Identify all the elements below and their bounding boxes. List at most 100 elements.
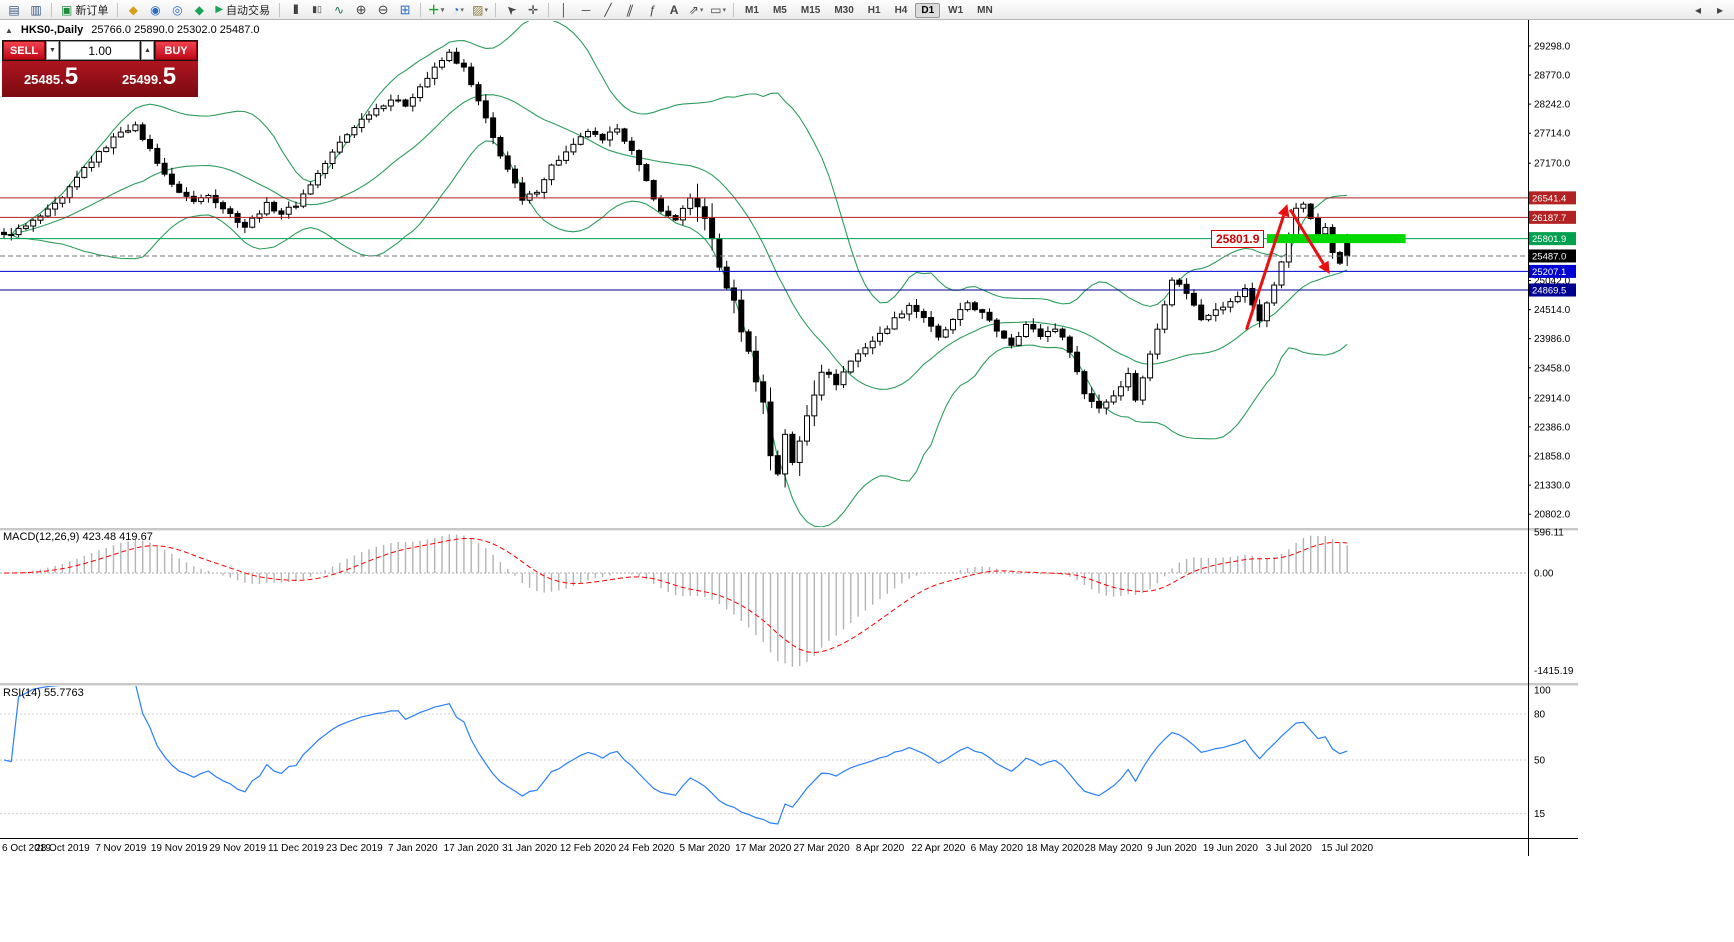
svg-text:29298.0: 29298.0 bbox=[1534, 41, 1571, 52]
data-window-icon[interactable]: ◉ bbox=[150, 2, 161, 17]
svg-text:22 Apr 2020: 22 Apr 2020 bbox=[911, 843, 965, 854]
timeframe-group: M1 M5 M15 M30 H1 H4 D1 W1 MN bbox=[738, 2, 1000, 18]
svg-text:18 May 2020: 18 May 2020 bbox=[1026, 843, 1084, 854]
chart-header: ▲ HKS0-,Daily 25766.0 25890.0 25302.0 25… bbox=[5, 24, 260, 36]
rsi-indicator-label: RSI(14) 55.7763 bbox=[3, 687, 84, 699]
svg-text:5 Mar 2020: 5 Mar 2020 bbox=[680, 843, 731, 854]
navigator-icon[interactable]: ◎ bbox=[172, 2, 183, 17]
rsi-pane bbox=[0, 686, 1528, 825]
timeframe-m5[interactable]: M5 bbox=[772, 4, 787, 16]
price-level-callout[interactable]: 25801.9 bbox=[1211, 230, 1265, 248]
toolbar-separator bbox=[117, 2, 119, 17]
zoom-out-icon[interactable]: ⊖ bbox=[377, 1, 389, 17]
sell-price-big: 5 bbox=[64, 63, 79, 90]
new-order-button[interactable]: ▣ 新订单 bbox=[56, 1, 113, 18]
sell-price-button[interactable]: 25485. 5 bbox=[2, 61, 100, 97]
autotrade-play-icon: ▶ bbox=[215, 4, 224, 15]
svg-text:26187.7: 26187.7 bbox=[1532, 213, 1566, 224]
macd-indicator-label: MACD(12,26,9) 423.48 419.67 bbox=[3, 531, 153, 543]
autotrade-button[interactable]: ▶ 自动交易 bbox=[210, 1, 275, 18]
svg-text:9 Jun 2020: 9 Jun 2020 bbox=[1147, 843, 1197, 854]
one-click-toggle-icon[interactable]: ▲ bbox=[5, 25, 13, 35]
svg-text:28 May 2020: 28 May 2020 bbox=[1085, 843, 1143, 854]
market-watch-icon[interactable]: ◆ bbox=[128, 2, 138, 17]
timeframe-w1[interactable]: W1 bbox=[948, 4, 964, 16]
toolbar-overflow: ◂ ▸ bbox=[1687, 0, 1731, 19]
svg-text:15 Jul 2020: 15 Jul 2020 bbox=[1321, 843, 1373, 854]
buy-button[interactable]: BUY bbox=[155, 41, 197, 60]
fibonacci-tool-icon[interactable]: ƒ bbox=[648, 2, 656, 17]
cursor-icon[interactable]: ➤ bbox=[502, 0, 520, 19]
svg-text:11 Dec 2019: 11 Dec 2019 bbox=[268, 843, 324, 854]
timeframe-d1[interactable]: D1 bbox=[915, 2, 941, 18]
buy-price-button[interactable]: 25499. 5 bbox=[100, 61, 198, 97]
tile-windows-icon[interactable]: ⊞ bbox=[399, 1, 411, 17]
main-chart-pane bbox=[0, 21, 1528, 527]
svg-text:28770.0: 28770.0 bbox=[1534, 71, 1571, 82]
svg-text:19 Jun 2020: 19 Jun 2020 bbox=[1203, 843, 1258, 854]
lot-size-input[interactable] bbox=[60, 41, 140, 60]
horizontal-line-tool-icon[interactable]: ─ bbox=[581, 2, 591, 17]
ohlc-values: 25766.0 25890.0 25302.0 25487.0 bbox=[91, 24, 260, 36]
shapes-tool-icon[interactable]: ▭ ▾ bbox=[710, 2, 726, 17]
scroll-left-icon[interactable]: ◂ bbox=[1694, 2, 1702, 17]
svg-text:23458.0: 23458.0 bbox=[1534, 363, 1571, 374]
sell-button[interactable]: SELL bbox=[3, 41, 45, 60]
text-tool-icon[interactable]: A bbox=[669, 2, 679, 17]
zoom-in-icon[interactable]: ⊕ bbox=[355, 1, 367, 17]
axes: 29298.0 28770.0 28242.0 27714.0 27170.0 25042… bbox=[0, 20, 1578, 856]
svg-text:21858.0: 21858.0 bbox=[1534, 452, 1571, 463]
symbol-period-label: HKS0-,Daily bbox=[20, 24, 84, 36]
lot-decrease-button[interactable]: ▼ bbox=[46, 41, 59, 60]
svg-text:7 Nov 2019: 7 Nov 2019 bbox=[95, 843, 147, 854]
timeframe-m30[interactable]: M30 bbox=[834, 4, 854, 16]
svg-text:8 Apr 2020: 8 Apr 2020 bbox=[856, 843, 905, 854]
svg-text:12 Feb 2020: 12 Feb 2020 bbox=[560, 843, 617, 854]
candlestick-chart-icon[interactable]: ▮▯ bbox=[312, 4, 322, 14]
svg-text:596.11: 596.11 bbox=[1534, 528, 1564, 539]
svg-text:28242.0: 28242.0 bbox=[1534, 100, 1571, 111]
svg-text:7 Jan 2020: 7 Jan 2020 bbox=[388, 843, 438, 854]
scroll-right-icon[interactable]: ▸ bbox=[1716, 2, 1724, 17]
svg-text:23986.0: 23986.0 bbox=[1534, 334, 1571, 345]
svg-text:27170.0: 27170.0 bbox=[1534, 159, 1571, 170]
svg-text:29 Nov 2019: 29 Nov 2019 bbox=[209, 843, 266, 854]
channel-tool-icon[interactable]: ∥ bbox=[624, 2, 636, 17]
arrows-tool-icon[interactable]: ⇗ ▾ bbox=[688, 2, 704, 17]
new-order-label: 新订单 bbox=[75, 4, 109, 17]
new-chart-icon[interactable]: ▤ bbox=[8, 2, 20, 17]
trendline-tool-icon[interactable]: ╱ bbox=[604, 2, 612, 17]
svg-text:22386.0: 22386.0 bbox=[1534, 422, 1571, 433]
svg-text:19 Nov 2019: 19 Nov 2019 bbox=[151, 843, 208, 854]
timeframe-h1[interactable]: H1 bbox=[867, 4, 881, 16]
svg-text:17 Jan 2020: 17 Jan 2020 bbox=[444, 843, 499, 854]
buy-price-small: 25499. bbox=[121, 72, 162, 87]
timeframe-m15[interactable]: M15 bbox=[800, 4, 821, 16]
profiles-icon[interactable]: ▥ bbox=[30, 2, 42, 17]
timeframe-m1[interactable]: M1 bbox=[745, 4, 759, 16]
templates-button[interactable]: ▨ ▾ bbox=[472, 2, 488, 17]
periods-button[interactable]: ◔ ▾ bbox=[452, 2, 464, 17]
svg-text:25042.0: 25042.0 bbox=[1534, 276, 1571, 287]
svg-text:6 Oct 2019: 6 Oct 2019 bbox=[2, 843, 51, 854]
svg-text:27714.0: 27714.0 bbox=[1534, 129, 1571, 140]
svg-text:-1415.19: -1415.19 bbox=[1534, 666, 1574, 677]
crosshair-icon[interactable]: ✛ bbox=[528, 2, 539, 17]
terminal-icon[interactable]: ◆ bbox=[194, 2, 204, 17]
svg-text:17 Mar 2020: 17 Mar 2020 bbox=[735, 843, 792, 854]
one-click-trade-panel: SELL ▼ ▲ BUY 25485. 5 25499. 5 bbox=[2, 40, 198, 97]
trade-controls-row: SELL ▼ ▲ BUY bbox=[2, 40, 198, 61]
lot-increase-button[interactable]: ▲ bbox=[141, 41, 154, 60]
svg-text:6 May 2020: 6 May 2020 bbox=[971, 843, 1024, 854]
vertical-line-tool-icon[interactable]: │ bbox=[560, 2, 568, 17]
timeframe-h4[interactable]: H4 bbox=[894, 4, 908, 16]
line-chart-icon[interactable]: ∿ bbox=[334, 2, 345, 17]
svg-text:26541.4: 26541.4 bbox=[1532, 193, 1566, 204]
chevron-down-icon: ▾ bbox=[460, 6, 464, 14]
timeframe-mn[interactable]: MN bbox=[977, 4, 993, 16]
toolbar-separator bbox=[733, 2, 735, 17]
indicators-button[interactable]: ＋ ▾ bbox=[427, 3, 445, 17]
bar-chart-icon[interactable]: ||| bbox=[293, 4, 298, 15]
